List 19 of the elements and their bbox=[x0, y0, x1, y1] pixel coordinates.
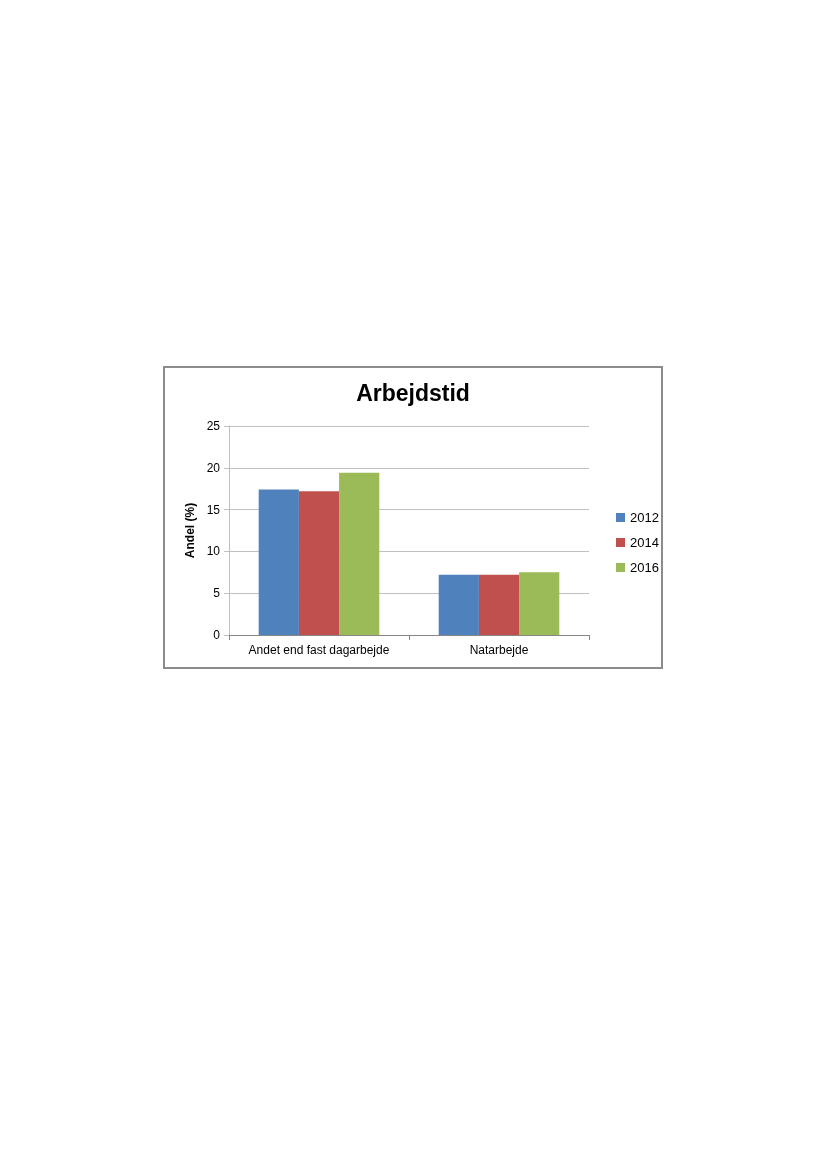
x-tick-label: Andet end fast dagarbejde bbox=[248, 643, 390, 657]
y-tick-label: 0 bbox=[213, 628, 221, 642]
legend-label: 2014 bbox=[630, 535, 659, 550]
y-tick-label: 25 bbox=[206, 419, 221, 433]
y-axis-title: Andel (%) bbox=[182, 502, 197, 559]
chart-title: Arbejdstid bbox=[356, 379, 470, 406]
y-tick-label: 5 bbox=[213, 586, 221, 601]
y-tick-label: 15 bbox=[206, 502, 221, 517]
legend-label: 2016 bbox=[630, 560, 659, 575]
bar bbox=[339, 472, 380, 635]
bar bbox=[438, 574, 479, 635]
y-tick-label: 10 bbox=[206, 544, 221, 559]
bar bbox=[298, 491, 340, 635]
bar bbox=[519, 572, 560, 635]
x-tick-label: Natarbejde bbox=[469, 643, 529, 657]
bar bbox=[258, 489, 299, 635]
legend-label: 2012 bbox=[630, 510, 659, 525]
y-tick-label: 20 bbox=[206, 460, 221, 475]
bar bbox=[478, 574, 520, 635]
